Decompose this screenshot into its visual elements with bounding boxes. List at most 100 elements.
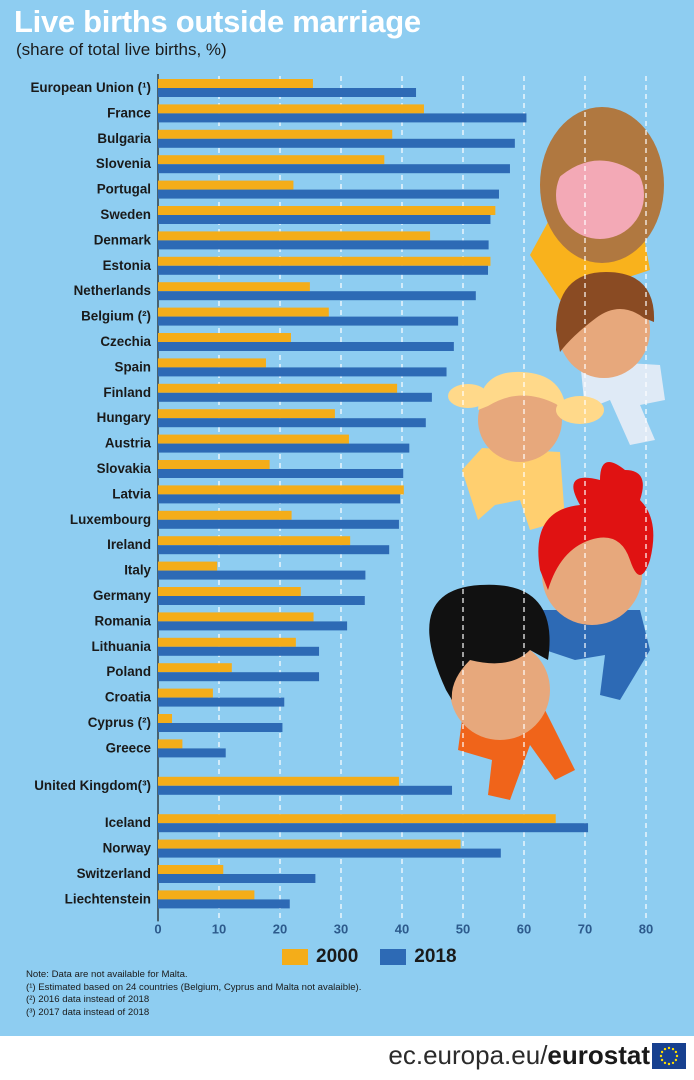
bar-2000-7 — [158, 256, 491, 266]
category-label-2: Bulgaria — [97, 131, 151, 146]
flag-star — [671, 1047, 675, 1051]
footnote-1: (¹) Estimated based on 24 countries (Bel… — [26, 981, 362, 993]
category-label-4: Portugal — [97, 182, 151, 197]
flag-star — [663, 1061, 667, 1065]
bar-2018-23 — [158, 672, 320, 682]
x-tick-label-70: 70 — [578, 921, 592, 936]
footnote-3: (³) 2017 data instead of 2018 — [26, 1006, 150, 1018]
bar-2018-16 — [158, 494, 401, 504]
bar-2018-18 — [158, 545, 390, 555]
child-illustration-4 — [538, 462, 654, 700]
bar-2000-11 — [158, 358, 266, 368]
footer-url[interactable]: ec.europa.eu/eurostat — [388, 1040, 650, 1071]
bar-2000-10 — [158, 333, 291, 342]
category-label-14: Austria — [105, 436, 152, 451]
bar-2000-26 — [158, 739, 183, 749]
category-label-29: Norway — [103, 841, 152, 856]
bar-2018-5 — [158, 215, 491, 224]
category-label-25: Cyprus (²) — [88, 715, 151, 730]
category-label-24: Croatia — [105, 690, 152, 705]
bar-2000-31 — [158, 890, 255, 900]
bar-2000-24 — [158, 688, 213, 698]
category-label-19: Italy — [124, 563, 151, 578]
category-labels: European Union (¹) France Bulgaria Slovenia… — [30, 80, 151, 906]
bar-2000-6 — [158, 231, 431, 241]
flag-star — [660, 1058, 664, 1062]
bar-2000-27 — [158, 776, 399, 786]
legend: 2000 2018 — [282, 946, 479, 968]
category-label-23: Poland — [106, 664, 151, 679]
chart-subtitle: (share of total live births, %) — [16, 40, 227, 59]
x-tick-label-0: 0 — [154, 921, 161, 936]
category-label-30: Switzerland — [77, 866, 151, 881]
bar-2000-25 — [158, 714, 173, 723]
bar-2000-4 — [158, 180, 294, 190]
bar-2018-21 — [158, 621, 348, 631]
bar-2000-28 — [158, 814, 556, 824]
bar-2000-0 — [158, 79, 313, 88]
category-label-12: Finland — [103, 385, 151, 400]
category-label-0: European Union (¹) — [30, 80, 151, 95]
x-tick-label-30: 30 — [334, 921, 348, 936]
footer-brand: eurostat — [547, 1040, 650, 1070]
bar-2018-7 — [158, 265, 489, 275]
bar-2000-18 — [158, 536, 351, 546]
bar-2000-9 — [158, 307, 329, 317]
flag-star — [659, 1054, 663, 1058]
category-label-1: France — [107, 105, 151, 120]
flag-star — [674, 1058, 678, 1062]
category-label-20: Germany — [93, 588, 152, 603]
x-tick-label-60: 60 — [517, 921, 531, 936]
category-label-11: Spain — [115, 359, 151, 374]
flag-star — [667, 1046, 671, 1050]
legend-label-2000: 2000 — [316, 946, 359, 967]
flag-star — [675, 1054, 679, 1058]
bar-2018-3 — [158, 164, 510, 174]
x-tick-label-40: 40 — [395, 921, 409, 936]
legend-item-2018: 2018 — [380, 946, 457, 968]
bar-2018-2 — [158, 138, 515, 148]
bar-2018-12 — [158, 392, 432, 402]
bar-2000-17 — [158, 510, 292, 520]
bar-2000-15 — [158, 460, 270, 469]
footnote-malta: Note: Data are not available for Malta. — [26, 969, 188, 980]
legend-swatch-2018 — [380, 949, 407, 965]
bar-2000-29 — [158, 839, 461, 849]
bar-2018-11 — [158, 367, 447, 377]
bar-2018-15 — [158, 469, 404, 478]
category-label-22: Lithuania — [91, 639, 151, 654]
category-label-26: Greece — [106, 740, 151, 755]
bar-2018-0 — [158, 88, 417, 97]
bar-2018-9 — [158, 316, 459, 326]
chart-title: Live births outside marriage — [14, 4, 421, 39]
category-label-13: Hungary — [97, 410, 152, 425]
child-illustration-2 — [556, 272, 665, 445]
bar-2018-4 — [158, 189, 499, 199]
bar-2018-1 — [158, 113, 527, 123]
x-tick-label-50: 50 — [456, 921, 470, 936]
bar-2018-6 — [158, 240, 489, 250]
x-tick-label-20: 20 — [273, 921, 287, 936]
bar-2000-16 — [158, 485, 404, 495]
flag-star — [667, 1062, 671, 1066]
category-label-17: Luxembourg — [70, 512, 151, 527]
bar-2018-13 — [158, 418, 426, 428]
bar-2018-31 — [158, 899, 290, 909]
child-illustration-5 — [429, 584, 575, 800]
category-label-27: United Kingdom(³) — [34, 778, 151, 793]
category-label-9: Belgium (²) — [81, 309, 151, 324]
bar-2000-30 — [158, 865, 224, 874]
legend-swatch-2000 — [282, 949, 308, 965]
category-label-6: Denmark — [94, 232, 152, 247]
bar-2000-1 — [158, 104, 424, 114]
category-label-28: Iceland — [105, 815, 151, 830]
bar-2018-27 — [158, 785, 453, 795]
category-label-21: Romania — [94, 613, 151, 628]
bar-series — [158, 79, 589, 909]
bar-2018-14 — [158, 443, 410, 453]
bar-2018-19 — [158, 570, 366, 580]
category-label-18: Ireland — [107, 537, 151, 552]
bar-2018-20 — [158, 596, 365, 605]
category-label-8: Netherlands — [74, 283, 151, 298]
